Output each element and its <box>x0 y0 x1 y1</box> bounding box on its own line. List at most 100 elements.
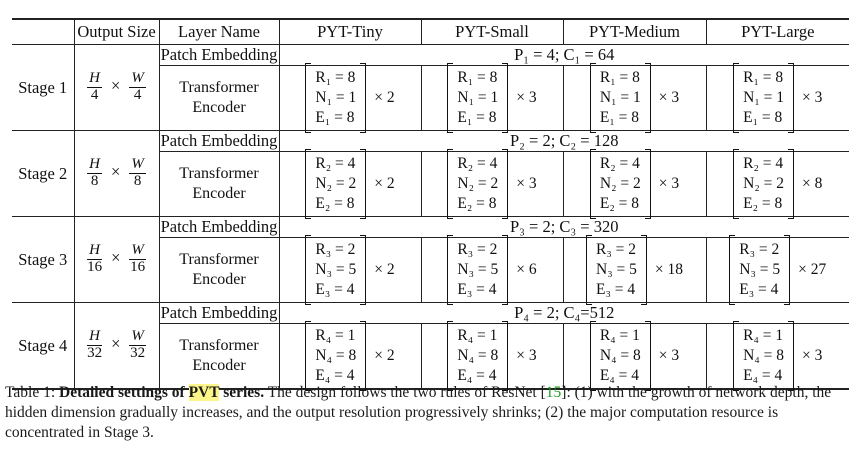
config-cell-large: R₁ = 8 N₁ = 1 E₁ = 8 × 3 <box>706 63 849 133</box>
config-block: R₁ = 8 N₁ = 1 E₁ = 8 × 2 <box>280 63 421 133</box>
output-size-cell: H 32 × W 32 <box>74 302 160 390</box>
reduction-ratio: R₂ = 4 <box>599 155 640 172</box>
layer-count: × 3 <box>658 89 680 106</box>
num-heads: N₃ = 5 <box>457 261 499 278</box>
num-heads: N₄ = 8 <box>457 347 499 364</box>
width-fraction: W 16 <box>129 242 146 276</box>
config-matrix: R₂ = 4 N₂ = 2 E₂ = 8 <box>589 149 651 219</box>
num-heads: N₄ = 8 <box>599 347 641 364</box>
patch-embedding-row: Stage 3 H 16 × W 16 Patch Embedding P₃ = 2; C₃ … <box>12 216 849 303</box>
output-size-cell: H 16 × W 16 <box>74 216 160 303</box>
config-cell-small: R₁ = 8 N₁ = 1 E₁ = 8 × 3 <box>421 63 564 133</box>
caption-highlight: PVT <box>188 384 220 401</box>
patch-embedding-params: P₄ = 2; C₄=512 <box>279 302 849 324</box>
config-matrix: R₁ = 8 N₁ = 1 E₁ = 8 <box>447 63 509 133</box>
config-cell-tiny: R₄ = 1 N₄ = 8 E₄ = 4 × 2 <box>279 321 422 391</box>
fraction-numerator: H <box>87 70 103 88</box>
num-heads: N₃ = 5 <box>596 261 637 278</box>
config-block: R₄ = 1 N₄ = 8 E₄ = 4 × 3 <box>564 321 706 391</box>
fraction-denominator: 4 <box>133 87 142 103</box>
num-heads: N₄ = 8 <box>743 347 784 364</box>
width-fraction: W 32 <box>129 328 146 362</box>
num-heads: N₃ = 5 <box>739 261 781 278</box>
config-cell-medium: R₄ = 1 N₄ = 8 E₄ = 4 × 3 <box>563 321 707 391</box>
expansion-ratio: E₂ = 8 <box>315 195 355 212</box>
config-block: R₃ = 2 N₃ = 5 E₃ = 4 × 6 <box>422 235 563 305</box>
caption-title-end: series. <box>219 384 265 401</box>
fraction-denominator: 4 <box>90 87 99 103</box>
caption-title-start: Detailed settings of <box>59 384 189 401</box>
fraction-numerator: W <box>129 70 146 88</box>
expansion-ratio: E₃ = 4 <box>315 281 355 298</box>
header-pvt-tiny: PYT-Tiny <box>279 19 422 45</box>
expansion-ratio: E₃ = 4 <box>596 281 636 298</box>
patch-embedding-label: Patch Embedding <box>159 44 280 66</box>
times-symbol: × <box>111 248 121 268</box>
expansion-ratio: E₄ = 4 <box>599 367 640 384</box>
config-cell-tiny: R₁ = 8 N₁ = 1 E₁ = 8 × 2 <box>279 63 422 133</box>
citation-link[interactable]: 15 <box>545 384 562 401</box>
config-block: R₃ = 2 N₃ = 5 E₃ = 4 × 27 <box>707 235 850 305</box>
config-matrix: R₁ = 8 N₁ = 1 E₁ = 8 <box>589 63 651 133</box>
reduction-ratio: R₄ = 1 <box>457 327 498 344</box>
config-cell-medium: R₂ = 4 N₂ = 2 E₂ = 8 × 3 <box>563 149 707 219</box>
num-heads: N₁ = 1 <box>599 89 641 106</box>
layer-count: × 6 <box>516 261 537 278</box>
config-matrix: R₃ = 2 N₃ = 5 E₃ = 4 <box>586 235 647 305</box>
num-heads: N₄ = 8 <box>315 347 357 364</box>
reduction-ratio: R₃ = 2 <box>315 241 356 258</box>
table-body: Stage 1 H 4 × W 4 Patch Embedding P₁ = 4; C₁ = … <box>12 44 850 391</box>
fraction-denominator: 32 <box>87 345 103 361</box>
config-block: R₄ = 1 N₄ = 8 E₄ = 4 × 2 <box>280 321 421 391</box>
config-cell-tiny: R₃ = 2 N₃ = 5 E₃ = 4 × 2 <box>279 235 422 305</box>
patch-embedding-label: Patch Embedding <box>159 130 280 152</box>
config-block: R₄ = 1 N₄ = 8 E₄ = 4 × 3 <box>422 321 563 391</box>
config-block: R₁ = 8 N₁ = 1 E₁ = 8 × 3 <box>422 63 563 133</box>
config-block: R₂ = 4 N₂ = 2 E₂ = 8 × 2 <box>280 149 421 219</box>
config-matrix: R₃ = 2 N₃ = 5 E₃ = 4 <box>447 235 509 305</box>
times-symbol: × <box>111 76 121 96</box>
encoder-label-line-2: Encoder <box>192 99 246 116</box>
pvt-settings-table: Output Size Layer Name PYT-Tiny PYT-Smal… <box>12 18 850 391</box>
config-cell-medium: R₃ = 2 N₃ = 5 E₃ = 4 × 18 <box>563 235 707 305</box>
patch-embedding-row: Stage 4 H 32 × W 32 Patch Embedding P₄ = 2; C₄=… <box>12 302 849 390</box>
patch-embedding-row: Stage 1 H 4 × W 4 Patch Embedding P₁ = 4; C₁ = … <box>12 44 849 131</box>
config-cell-medium: R₁ = 8 N₁ = 1 E₁ = 8 × 3 <box>563 63 707 133</box>
config-block: R₂ = 4 N₂ = 2 E₂ = 8 × 3 <box>422 149 563 219</box>
config-block: R₂ = 4 N₂ = 2 E₂ = 8 × 3 <box>564 149 706 219</box>
stage-label: Stage 2 <box>12 130 75 217</box>
num-heads: N₁ = 1 <box>743 89 784 106</box>
encoder-label-line-1: Transformer <box>179 165 259 182</box>
layer-count: × 3 <box>516 175 537 192</box>
reduction-ratio: R₃ = 2 <box>739 241 780 258</box>
fraction-denominator: 8 <box>90 173 99 189</box>
expansion-ratio: E₄ = 4 <box>457 367 497 384</box>
encoder-label-line-2: Encoder <box>192 357 246 374</box>
stage-label: Stage 3 <box>12 216 75 303</box>
transformer-encoder-label: Transformer Encoder <box>159 237 280 303</box>
header-pvt-large: PYT-Large <box>706 19 849 45</box>
expansion-ratio: E₁ = 8 <box>457 109 497 126</box>
reduction-ratio: R₄ = 1 <box>743 327 784 344</box>
transformer-encoder-label: Transformer Encoder <box>159 151 280 217</box>
config-cell-small: R₂ = 4 N₂ = 2 E₂ = 8 × 3 <box>421 149 564 219</box>
config-block: R₁ = 8 N₁ = 1 E₁ = 8 × 3 <box>564 63 706 133</box>
patch-embedding-label: Patch Embedding <box>159 302 280 324</box>
fraction-denominator: 16 <box>87 259 103 275</box>
stage-label: Stage 1 <box>12 44 75 131</box>
layer-count: × 3 <box>516 89 537 106</box>
config-matrix: R₃ = 2 N₃ = 5 E₃ = 4 <box>305 235 367 305</box>
config-matrix: R₁ = 8 N₁ = 1 E₁ = 8 <box>733 63 794 133</box>
layer-count: × 2 <box>374 89 395 106</box>
patch-embedding-params: P₂ = 2; C₂ = 128 <box>279 130 849 152</box>
table-caption: Table 1: Detailed settings of PVT series… <box>5 383 853 443</box>
fraction-denominator: 16 <box>130 259 146 275</box>
transformer-encoder-label: Transformer Encoder <box>159 65 280 131</box>
